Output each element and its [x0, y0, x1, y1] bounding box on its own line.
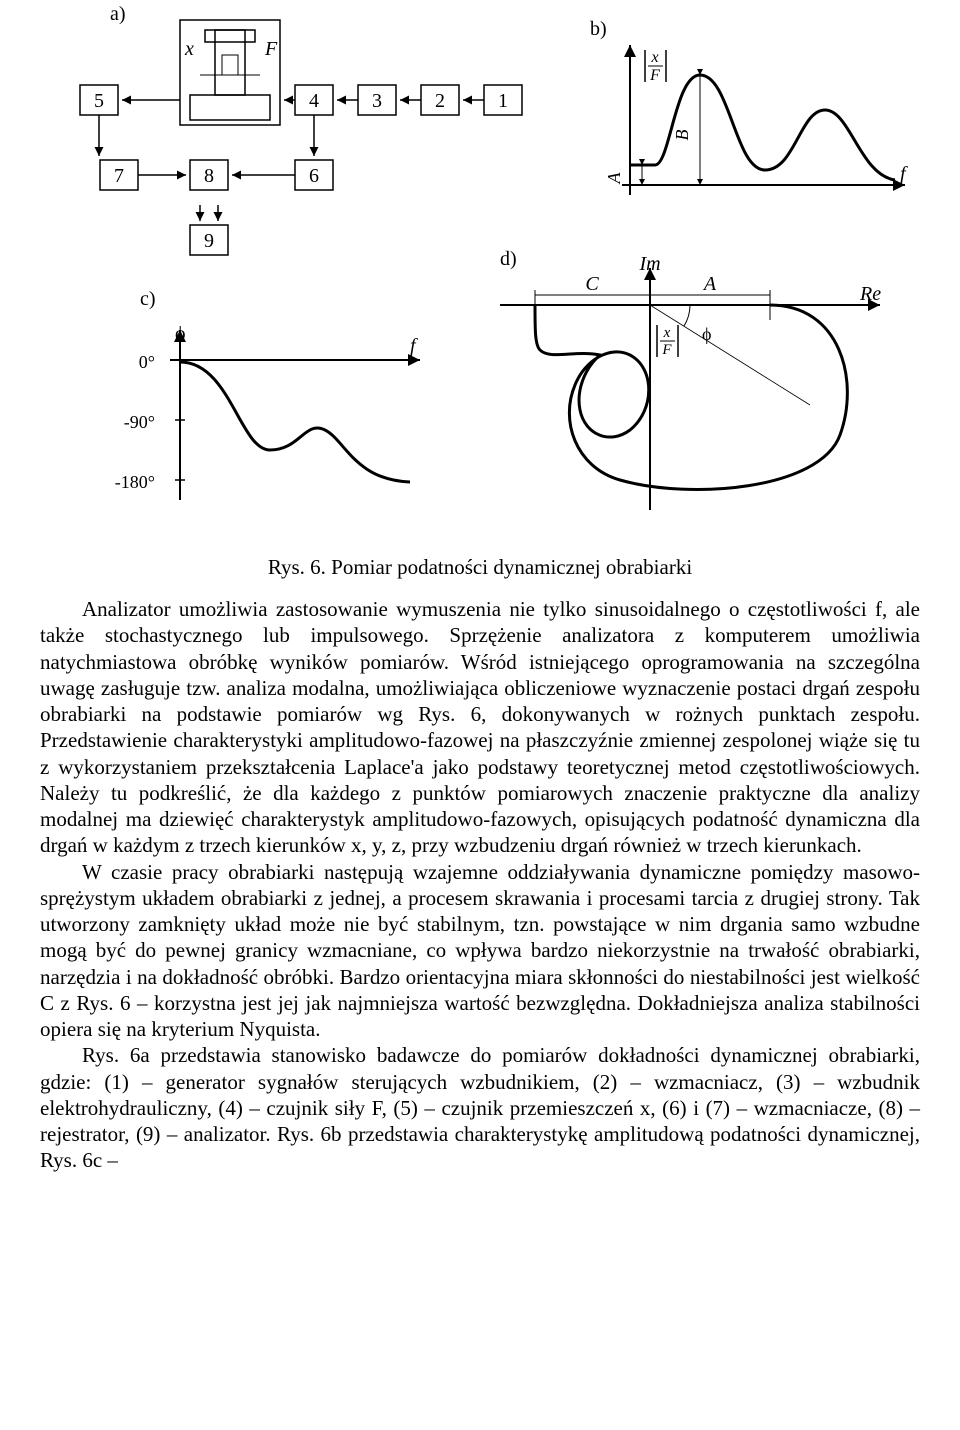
svg-text:-90°: -90°	[124, 412, 155, 432]
box-3: 3	[372, 90, 382, 112]
svg-text:C: C	[585, 273, 599, 295]
panel-d: d) Im Re C A	[500, 225, 881, 510]
svg-text:ϕ: ϕ	[702, 324, 711, 344]
box-8: 8	[204, 165, 214, 187]
box-1: 1	[498, 90, 508, 112]
svg-text:f: f	[410, 335, 418, 357]
paragraph-3: Rys. 6a przedstawia stanowisko badawcze …	[40, 1042, 920, 1173]
svg-text:F: F	[649, 67, 660, 84]
panel-c: c) ϕ f 0° -90° -180°	[115, 288, 420, 500]
label-x: x	[184, 38, 194, 60]
body-text: Analizator umożliwia zastosowanie wymusz…	[40, 596, 920, 1174]
box-5: 5	[94, 90, 104, 112]
box-2: 2	[435, 90, 445, 112]
panel-a: a) x F 5 4	[80, 3, 522, 255]
box-4: 4	[309, 90, 319, 112]
box-7: 7	[114, 165, 124, 187]
panel-d-label: d)	[500, 248, 517, 270]
svg-text:B: B	[672, 130, 692, 141]
panel-a-label: a)	[110, 3, 126, 25]
svg-text:f: f	[900, 163, 908, 185]
box-9: 9	[204, 230, 214, 252]
svg-text:Re: Re	[859, 283, 881, 305]
svg-text:0°: 0°	[139, 352, 155, 372]
panel-c-label: c)	[140, 288, 156, 310]
box-6: 6	[309, 165, 319, 187]
figure-caption: Rys. 6. Pomiar podatności dynamicznej ob…	[40, 555, 920, 580]
panel-b: b) x F f A B	[590, 18, 908, 195]
panel-b-label: b)	[590, 18, 607, 40]
caption-prefix: Rys. 6.	[268, 555, 331, 579]
label-F: F	[264, 38, 278, 60]
svg-text:A: A	[702, 273, 717, 295]
svg-text:F: F	[661, 342, 672, 358]
svg-text:-180°: -180°	[115, 472, 155, 492]
figure-6: a) x F 5 4	[40, 0, 920, 545]
paragraph-1: Analizator umożliwia zastosowanie wymusz…	[40, 596, 920, 859]
paragraph-2: W czasie pracy obrabiarki następują wzaj…	[40, 859, 920, 1043]
svg-text:x: x	[650, 49, 658, 66]
svg-text:A: A	[604, 172, 624, 185]
caption-text: Pomiar podatności dynamicznej obrabiarki	[331, 555, 692, 579]
svg-text:x: x	[663, 325, 671, 341]
